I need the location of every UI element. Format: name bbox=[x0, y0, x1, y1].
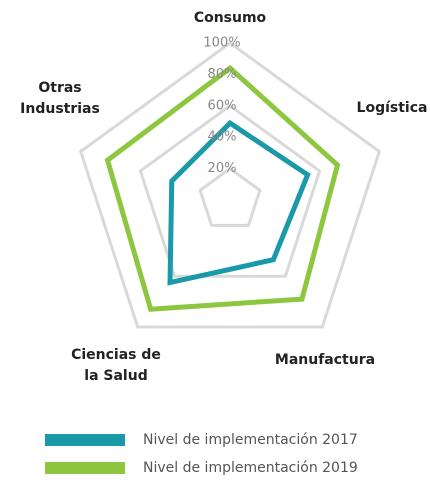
category-label: la Salud bbox=[84, 368, 147, 384]
y-tick-label: 40% bbox=[208, 130, 237, 145]
series-line bbox=[167, 119, 311, 286]
grid-ring bbox=[198, 166, 262, 227]
grid-ring bbox=[138, 103, 322, 278]
category-label: Industrias bbox=[20, 101, 100, 117]
grid-ring bbox=[78, 41, 382, 329]
y-tick-label: 60% bbox=[208, 98, 237, 113]
y-tick-label: 20% bbox=[208, 161, 237, 176]
y-tick-label: 100% bbox=[203, 36, 240, 51]
category-label: Logística bbox=[357, 100, 428, 116]
category-label: Otras bbox=[38, 80, 81, 96]
category-label: Manufactura bbox=[275, 352, 375, 368]
legend-swatch bbox=[45, 462, 125, 474]
series-line bbox=[104, 64, 341, 312]
legend-label: Nivel de implementación 2017 bbox=[143, 432, 358, 448]
legend-swatch bbox=[45, 434, 125, 446]
category-label: Consumo bbox=[194, 10, 267, 26]
category-label: Ciencias de bbox=[71, 347, 161, 363]
y-tick-label: 80% bbox=[208, 67, 237, 82]
legend-label: Nivel de implementación 2019 bbox=[143, 460, 358, 476]
